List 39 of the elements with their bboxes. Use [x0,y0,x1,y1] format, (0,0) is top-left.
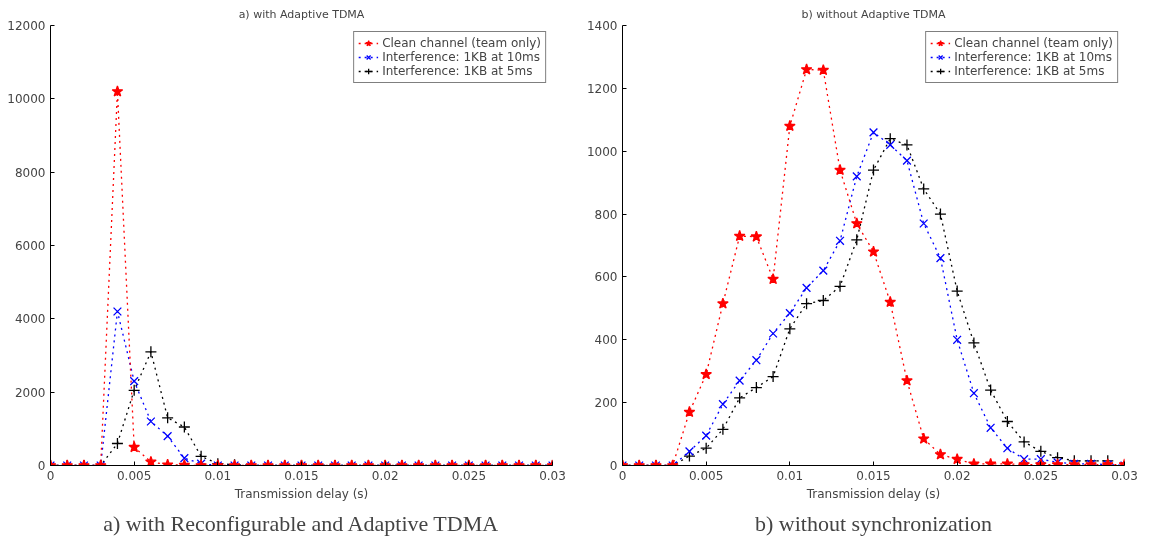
x-tick-label: 0.03 [539,468,566,483]
legend-label: Clean channel (team only) [954,36,1113,50]
y-tick-label: 10000 [7,92,46,107]
x-axis-title: Transmission delay (s) [805,486,941,501]
y-tick-label: 8000 [14,165,46,180]
x-tick-label: 0.01 [204,468,232,483]
legend-label: Interference: 1KB at 5ms [382,64,533,78]
legend-label: Interference: 1KB at 10ms [382,50,541,64]
x-axis-title: Transmission delay (s) [233,486,369,501]
x-tick-label: 0.025 [451,468,487,483]
text: a) with Reconfigurable and Adaptive TDMA [103,510,499,536]
y-tick-label: 0 [609,459,618,473]
x-tick-label: 0.02 [371,468,399,483]
y-tick-label: 6000 [14,239,46,253]
y-tick-label: 400 [594,333,618,348]
chart-title: b) without Adaptive TDMA [801,7,946,21]
y-tick-label: 800 [594,207,618,222]
y-tick-label: 0 [37,459,46,473]
x-tick-label: 0.025 [1023,468,1059,483]
legend-label: Interference: 1KB at 10ms [954,50,1113,64]
x-tick-label: 0.02 [943,468,971,483]
y-tick-label: 1400 [586,19,618,33]
legend-label: Interference: 1KB at 5ms [954,64,1105,78]
y-tick-label: 1000 [586,144,618,159]
y-tick-label: 12000 [7,19,46,33]
y-tick-label: 1200 [586,81,618,96]
text: b) without synchronization [754,510,993,536]
chart-title: a) with Adaptive TDMA [238,7,365,21]
y-tick-label: 2000 [14,385,46,400]
x-tick-label: 0.03 [1111,468,1138,483]
x-tick-label: 0.005 [688,468,724,483]
legend-label: Clean channel (team only) [382,36,541,50]
x-tick-label: 0.015 [856,468,891,483]
y-tick-label: 600 [594,270,618,285]
x-tick-label: 0.005 [116,468,152,483]
x-tick-label: 0.015 [284,468,319,483]
x-tick-label: 0.01 [776,468,804,483]
y-tick-label: 200 [594,396,618,411]
y-tick-label: 4000 [14,312,46,327]
